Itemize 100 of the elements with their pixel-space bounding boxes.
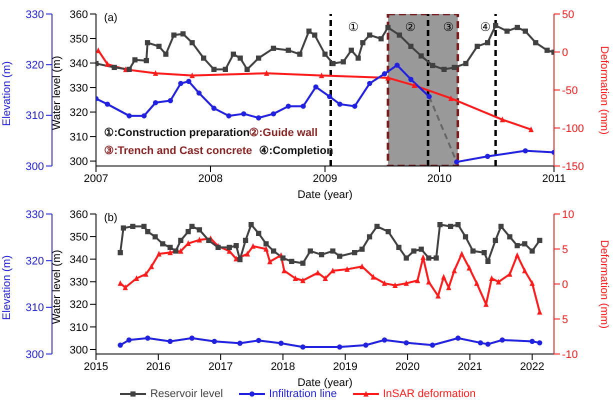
point	[226, 113, 232, 118]
point	[322, 52, 328, 57]
point	[337, 344, 342, 350]
y2-tick-label: -100	[562, 122, 584, 135]
point	[530, 280, 535, 286]
point	[537, 340, 542, 346]
point	[306, 28, 312, 34]
point	[446, 284, 452, 290]
point	[143, 271, 148, 277]
point	[241, 111, 246, 116]
point	[267, 258, 272, 264]
point	[160, 241, 166, 246]
y-tick-label: 360	[70, 208, 88, 221]
point	[244, 66, 250, 72]
annotation: ①:Construction preparation	[104, 126, 250, 139]
point	[318, 72, 324, 78]
point	[278, 340, 284, 346]
point	[404, 255, 409, 261]
point	[530, 248, 535, 254]
point	[504, 28, 510, 34]
point	[308, 248, 313, 254]
x-axis-title: Date (year)	[297, 189, 353, 201]
point	[222, 66, 228, 72]
point	[363, 342, 368, 348]
line-series	[96, 22, 554, 72]
point	[474, 44, 480, 49]
x-tick-label: 2021	[458, 360, 482, 373]
point	[420, 254, 426, 260]
point	[196, 90, 202, 96]
point	[201, 56, 206, 61]
point	[340, 59, 346, 64]
x-tick-label: 2022	[520, 360, 544, 373]
point	[514, 252, 520, 258]
point	[396, 244, 402, 250]
point	[152, 234, 158, 240]
x-tick-label: 2019	[333, 360, 358, 373]
point	[485, 342, 491, 347]
point	[112, 64, 117, 70]
point	[163, 52, 168, 57]
point	[250, 243, 256, 249]
y-tick-label: 360	[70, 8, 88, 21]
point	[126, 113, 132, 118]
point	[280, 255, 286, 261]
legend-label: Reservoir level	[149, 388, 223, 400]
point	[141, 224, 147, 230]
point	[130, 224, 136, 230]
annotation: ④	[480, 20, 491, 34]
y-tick-label: 340	[70, 58, 88, 70]
point	[348, 48, 354, 53]
point	[186, 240, 191, 246]
y-tick-label: 300	[70, 344, 88, 356]
point	[452, 268, 457, 274]
point	[382, 337, 388, 343]
point	[396, 32, 402, 38]
y2-axis-title: Deformation (mm)	[598, 46, 610, 134]
point	[385, 24, 391, 30]
point	[514, 243, 520, 248]
y3-tick-label: 300	[26, 348, 44, 361]
x-tick-label: 2016	[146, 360, 171, 373]
point	[378, 36, 384, 42]
point	[514, 24, 520, 30]
point	[264, 241, 269, 246]
point	[152, 100, 158, 106]
point	[360, 40, 366, 46]
point	[418, 246, 424, 252]
point	[242, 238, 248, 244]
x-tick-label: 2007	[84, 172, 108, 185]
point	[120, 225, 126, 231]
point	[485, 258, 491, 264]
point	[189, 336, 195, 341]
point	[482, 250, 487, 256]
point	[118, 342, 123, 348]
x-axis-title: Date (year)	[297, 377, 353, 389]
point	[315, 270, 320, 276]
point	[359, 246, 365, 252]
point	[367, 32, 372, 38]
point	[530, 338, 535, 344]
point	[411, 248, 416, 254]
point	[144, 58, 149, 64]
y2-tick-label: 5	[562, 314, 568, 326]
point	[382, 280, 388, 286]
point	[436, 292, 441, 298]
point	[500, 337, 505, 343]
point	[463, 60, 468, 66]
y-tick-label: 350	[70, 33, 88, 46]
point	[189, 224, 195, 230]
point	[507, 234, 512, 240]
point	[430, 62, 436, 68]
point	[313, 84, 318, 90]
point	[330, 60, 336, 66]
point	[455, 336, 461, 341]
point	[180, 31, 186, 36]
point	[418, 53, 424, 59]
point	[126, 337, 132, 343]
point	[448, 95, 454, 101]
point	[489, 275, 494, 281]
point	[256, 338, 262, 344]
point	[344, 266, 350, 272]
y2-tick-label: 5	[562, 244, 568, 256]
point	[474, 280, 480, 286]
